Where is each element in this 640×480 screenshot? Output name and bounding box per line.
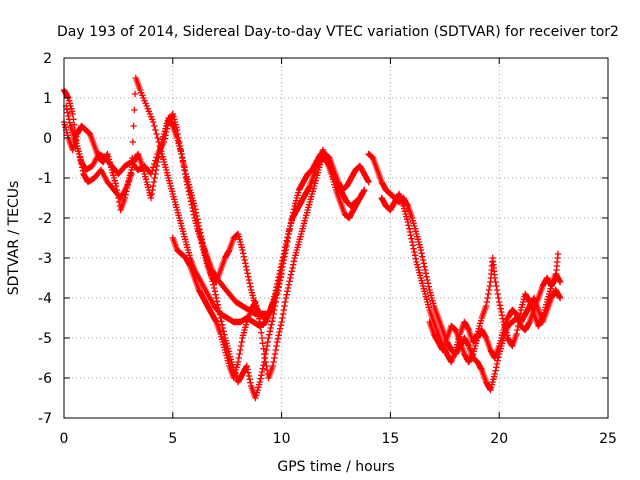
y-tick-labels: 2 1 0 -1 -2 -3 -4 -5 -6 -7 (38, 51, 52, 427)
y-tick-label: 1 (43, 91, 52, 107)
x-tick-labels: 0 5 10 15 20 25 (60, 431, 617, 447)
series-track-e (195, 226, 277, 322)
x-tick-label: 10 (273, 431, 291, 447)
data-point-markers (378, 190, 564, 366)
y-tick-label: -5 (38, 331, 52, 347)
y-tick-label: -4 (38, 291, 52, 307)
data-point-markers (426, 250, 562, 366)
x-tick-label: 15 (381, 431, 399, 447)
series-track-h (426, 250, 562, 366)
x-axis-label: GPS time / hours (277, 459, 394, 475)
y-tick-label: -6 (38, 371, 52, 387)
series-track-d (169, 150, 372, 382)
y-tick-label: -1 (38, 171, 52, 187)
series-track-g (378, 190, 564, 366)
data-series (60, 74, 564, 402)
grid-lines (64, 58, 608, 418)
y-tick-label: 0 (43, 131, 52, 147)
y-tick-label: -7 (38, 411, 52, 427)
y-tick-label: 2 (43, 51, 52, 67)
y-axis-label: SDTVAR / TECUs (6, 181, 22, 296)
axis-ticks (63, 57, 609, 419)
chart-title: Day 193 of 2014, Sidereal Day-to-day VTE… (57, 24, 619, 40)
x-tick-label: 5 (168, 431, 177, 447)
x-tick-label: 20 (490, 431, 508, 447)
y-tick-label: -3 (38, 251, 52, 267)
plot-frame (63, 57, 609, 419)
x-tick-label: 25 (599, 431, 617, 447)
data-point-markers (195, 226, 277, 322)
x-tick-label: 0 (60, 431, 69, 447)
data-point-markers (169, 150, 372, 382)
y-tick-label: -2 (38, 211, 52, 227)
